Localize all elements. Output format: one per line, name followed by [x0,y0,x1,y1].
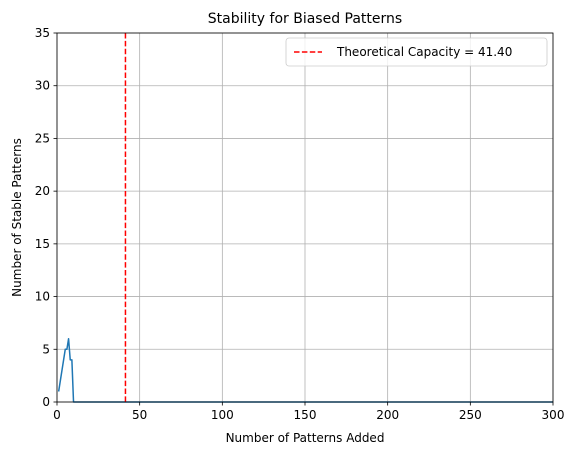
y-tick-label: 15 [35,237,50,251]
y-tick-label: 5 [42,342,50,356]
x-tick-label: 250 [459,408,482,422]
y-tick-label: 20 [35,184,50,198]
series-line [57,337,553,403]
y-tick-label: 0 [42,395,50,409]
x-axis-label: Number of Patterns Added [226,431,385,445]
legend: Theoretical Capacity = 41.40 [285,37,548,67]
y-tick-label: 10 [35,290,50,304]
grid [56,32,554,403]
x-tick-label: 100 [211,408,234,422]
y-tick-label: 25 [35,131,50,145]
y-tick-label: 30 [35,79,50,93]
x-tick-label: 50 [132,408,147,422]
legend-box [285,37,548,67]
y-axis-label: Number of Stable Patterns [10,138,24,297]
legend-label-theoretical-capacity: Theoretical Capacity = 41.40 [336,45,512,59]
x-tick-label: 300 [542,408,565,422]
plot-area [57,33,553,403]
x-tick-label: 150 [294,408,317,422]
y-tick-label: 35 [35,26,50,40]
axis-ticks: 0 50 100 150 200 250 300 0 5 10 15 20 25 30 35 [35,26,565,422]
x-tick-label: 200 [376,408,399,422]
chart-title: Stability for Biased Patterns [208,11,402,27]
x-tick-label: 0 [53,408,61,422]
